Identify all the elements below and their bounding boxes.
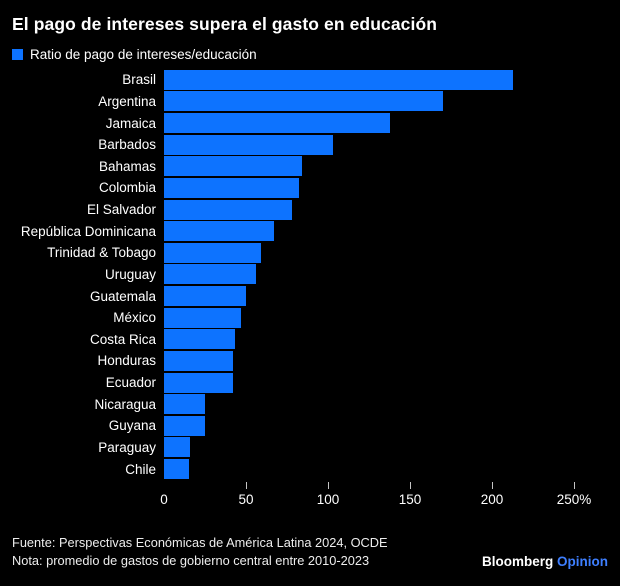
category-label: Uruguay <box>104 266 156 282</box>
chart-row: Guatemala <box>0 285 620 307</box>
category-label: República Dominicana <box>20 223 156 239</box>
chart-row: El Salvador <box>0 199 620 221</box>
chart-row: Colombia <box>0 177 620 199</box>
bar <box>164 221 274 242</box>
bar-chart: Brasil Argentina Jamaica Barbados Bahamas Col… <box>0 69 620 480</box>
category-label: Chile <box>125 461 156 477</box>
category-label: Guyana <box>108 418 156 434</box>
brand-product: Opinion <box>557 554 608 570</box>
brand-name: Bloomberg <box>481 554 554 570</box>
source-notes: Fuente: Perspectivas Económicas de Améri… <box>12 534 388 570</box>
category-label: Ecuador <box>105 375 156 391</box>
bar <box>164 350 233 371</box>
axis-tick-label: 150 <box>398 491 422 507</box>
bar <box>164 286 246 307</box>
bar <box>164 264 256 285</box>
axis-tick <box>492 481 493 489</box>
chart-row: República Dominicana <box>0 220 620 242</box>
axis-tick <box>328 481 329 489</box>
axis-tick <box>410 481 411 489</box>
bar <box>164 415 205 436</box>
category-label: Argentina <box>98 93 156 109</box>
category-label: Brasil <box>122 72 156 88</box>
bar <box>164 113 391 134</box>
axis-tick-label: 200 <box>480 491 504 507</box>
bar <box>164 177 299 198</box>
axis-tick <box>246 481 247 489</box>
source-line: Fuente: Perspectivas Económicas de Améri… <box>12 534 388 550</box>
bar <box>164 372 233 393</box>
chart-row: Honduras <box>0 350 620 372</box>
category-label: Colombia <box>98 180 156 196</box>
category-label: Trinidad & Tobago <box>47 245 156 261</box>
bar <box>164 91 443 112</box>
category-label: Barbados <box>98 137 156 153</box>
chart-row: Brasil <box>0 69 620 91</box>
category-label: México <box>113 310 156 326</box>
bar <box>164 156 302 177</box>
bar <box>164 199 292 220</box>
chart-row: Uruguay <box>0 264 620 286</box>
category-label: Costa Rica <box>89 331 156 347</box>
chart-row: Guyana <box>0 415 620 437</box>
chart-row: Bahamas <box>0 156 620 178</box>
bar <box>164 437 191 458</box>
legend-swatch <box>12 49 23 60</box>
chart-row: Argentina <box>0 91 620 113</box>
bar <box>164 69 514 90</box>
brand-logo: Bloomberg Opinion <box>482 554 608 570</box>
category-label: El Salvador <box>86 202 156 218</box>
chart-row: Jamaica <box>0 112 620 134</box>
category-label: Bahamas <box>98 158 156 174</box>
chart-row: Ecuador <box>0 372 620 394</box>
bar <box>164 242 261 263</box>
category-label: Honduras <box>97 353 156 369</box>
axis-tick-label: 250% <box>556 491 592 507</box>
axis-tick-label: 50 <box>238 491 254 507</box>
chart-row: Costa Rica <box>0 329 620 351</box>
chart-title: El pago de intereses supera el gasto en … <box>12 14 438 34</box>
bar <box>164 329 235 350</box>
chart-row: Chile <box>0 458 620 480</box>
legend-label: Ratio de pago de intereses/educación <box>30 47 257 62</box>
chart-row: Barbados <box>0 134 620 156</box>
chart-row: México <box>0 307 620 329</box>
chart-row: Paraguay <box>0 437 620 459</box>
note-line: Nota: promedio de gastos de gobierno cen… <box>12 553 370 569</box>
bar <box>164 394 205 415</box>
bar <box>164 307 242 328</box>
category-label: Paraguay <box>98 439 156 455</box>
axis-tick-label: 100 <box>316 491 340 507</box>
chart-panel: El pago de intereses supera el gasto en … <box>0 14 620 586</box>
category-label: Nicaragua <box>94 396 156 412</box>
legend: Ratio de pago de intereses/educación <box>12 47 608 62</box>
chart-row: Nicaragua <box>0 393 620 415</box>
axis-tick-label: 0 <box>160 491 168 507</box>
category-label: Guatemala <box>89 288 156 304</box>
chart-row: Trinidad & Tobago <box>0 242 620 264</box>
x-axis: 0 50 100 150 200 250% <box>160 481 620 509</box>
bar <box>164 134 333 155</box>
axis-tick <box>574 481 575 489</box>
bar <box>164 459 189 480</box>
category-label: Jamaica <box>105 115 156 131</box>
footer: Fuente: Perspectivas Económicas de Améri… <box>12 534 608 570</box>
